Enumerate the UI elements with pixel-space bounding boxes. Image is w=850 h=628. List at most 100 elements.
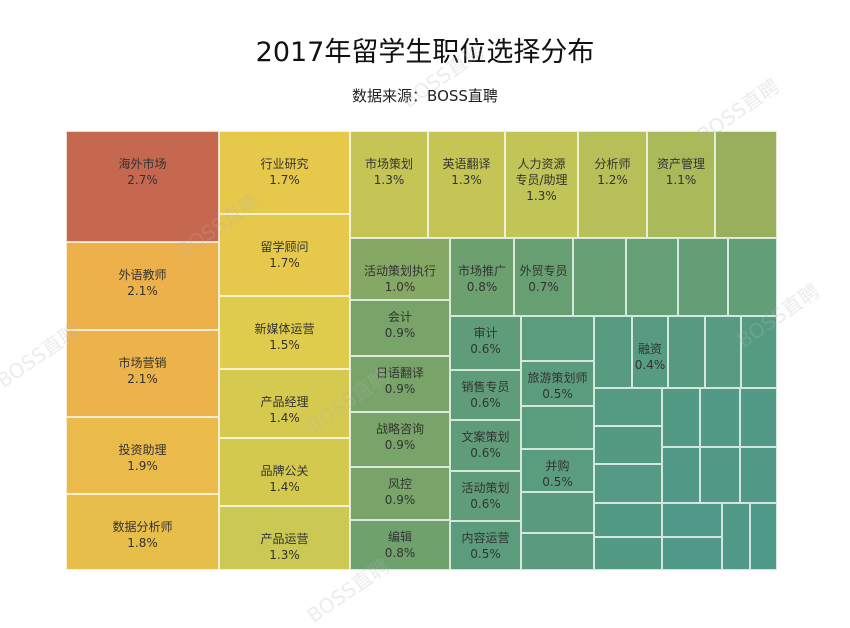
treemap-cell: 风控 0.9% [350,467,450,520]
treemap-cell: 战略咨询 0.9% [350,412,450,467]
cell-label: 市场策划 [364,157,413,171]
cell-value: 0.6% [470,396,501,410]
cell-label: 日语翻译 [375,366,424,380]
treemap-cell [521,316,594,361]
treemap-cell: 文案策划 0.6% [450,420,521,471]
treemap-cell [521,533,594,570]
treemap-cell [594,537,662,570]
cell-value: 0.9% [384,326,416,340]
treemap-cell [594,464,662,503]
treemap-cell: 品牌公关 1.4% [219,438,350,506]
treemap-cell: 内容运营 0.5% [450,521,521,570]
cell-value: 1.8% [127,536,158,550]
treemap-cell: 市场营销 2.1% [66,330,219,417]
cell-label: 资产管理 [656,157,705,171]
cell-label: 外语教师 [118,268,167,282]
cell-value: 0.6% [470,497,501,511]
treemap-cell [594,426,662,464]
cell-label: 审计 [473,326,498,340]
cell-label: 留学顾问 [260,240,309,254]
treemap-cell [740,447,777,503]
cell-label: 活动策划 [461,481,510,495]
cell-label: 数据分析师 [112,520,173,534]
cell-value: 1.1% [665,173,697,187]
treemap-cell: 销售专员 0.6% [450,370,521,420]
cell-value: 1.9% [127,459,158,473]
cell-value: 0.6% [470,342,501,356]
cell-value: 0.8% [384,546,416,560]
treemap-cell: 融资 0.4% [632,316,668,388]
treemap-cell: 新媒体运营 1.5% [219,296,350,369]
treemap-cell [573,238,626,316]
cell-value: 1.3% [269,548,300,562]
treemap-cell: 行业研究 1.7% [219,131,350,214]
cell-label: 产品经理 [260,395,309,409]
cell-value: 2.1% [127,284,158,298]
treemap-cell: 日语翻译 0.9% [350,356,450,412]
cell-label: 会计 [387,310,412,324]
treemap-cell: 编辑 0.8% [350,520,450,570]
treemap-cell [722,503,750,570]
cell-value: 1.0% [384,280,416,294]
cell-value: 1.7% [269,256,300,270]
cell-label: 并购 [545,459,570,473]
treemap-cell: 审计 0.6% [450,316,521,370]
treemap-cell [662,388,700,447]
cell-value: 0.5% [470,547,501,561]
treemap-cell [678,238,728,316]
treemap-cell [741,316,777,388]
cell-value: 1.2% [597,173,628,187]
cell-value: 0.7% [528,280,559,294]
treemap-cell [662,447,700,503]
treemap-cell: 活动策划执行 1.0% [350,238,450,300]
chart-subtitle: 数据来源：BOSS直聘 [352,87,498,105]
cell-value: 1.4% [269,411,300,425]
cell-label: 编辑 [387,530,412,544]
treemap-cell: 英语翻译 1.3% [428,131,505,238]
cell-label: 战略咨询 [375,422,424,436]
treemap: 海外市场 2.7% 外语教师 2.1% 市场营销 2.1% 投资助理 1.9% 数据分析师 1.8… [66,131,777,570]
cell-label: 分析师 [594,157,631,171]
treemap-cell: 产品运营 1.3% [219,506,350,570]
treemap-cell: 活动策划 0.6% [450,471,521,521]
treemap-cell [728,238,777,316]
cell-label: 内容运营 [461,531,510,545]
chart-title: 2017年留学生职位选择分布 [255,37,595,68]
treemap-cell [662,503,722,537]
cell-value: 1.3% [451,173,482,187]
treemap-cell: 人力资源 专员/助理 1.3% [505,131,578,238]
cell-value: 1.3% [526,189,557,203]
treemap-cell: 并购 0.5% [521,449,594,492]
cell-label: 文案策划 [461,430,510,444]
cell-value: 2.1% [127,372,158,386]
treemap-cell [740,388,777,447]
cell-label: 投资助理 [118,443,167,457]
cell-label: 市场营销 [118,356,167,370]
treemap-cell [700,388,740,447]
cell-label: 品牌公关 [260,464,309,478]
treemap-cell [715,131,777,238]
treemap-cell [594,388,662,426]
treemap-cell [626,238,678,316]
treemap-cell [705,316,741,388]
treemap-cell [750,503,777,570]
cell-value: 1.5% [269,338,300,352]
cell-value: 0.6% [470,446,501,460]
cell-label: 行业研究 [260,157,309,171]
cell-value: 0.4% [634,358,666,372]
treemap-cell [668,316,705,388]
cell-value: 0.5% [542,387,573,401]
treemap-cell: 产品经理 1.4% [219,369,350,438]
cell-value: 0.5% [542,475,573,489]
treemap-cell: 会计 0.9% [350,300,450,356]
treemap-cell: 海外市场 2.7% [66,131,219,242]
treemap-cell: 外贸专员 0.7% [514,238,573,316]
cell-label: 海外市场 [118,157,167,171]
cell-label: 外贸专员 [519,264,568,278]
cell-value: 0.9% [384,438,416,452]
cell-label: 新媒体运营 [254,322,315,336]
cell-label: 融资 [637,342,662,356]
cell-value: 0.9% [384,493,416,507]
cell-value: 2.7% [127,173,158,187]
treemap-cell: 投资助理 1.9% [66,417,219,494]
